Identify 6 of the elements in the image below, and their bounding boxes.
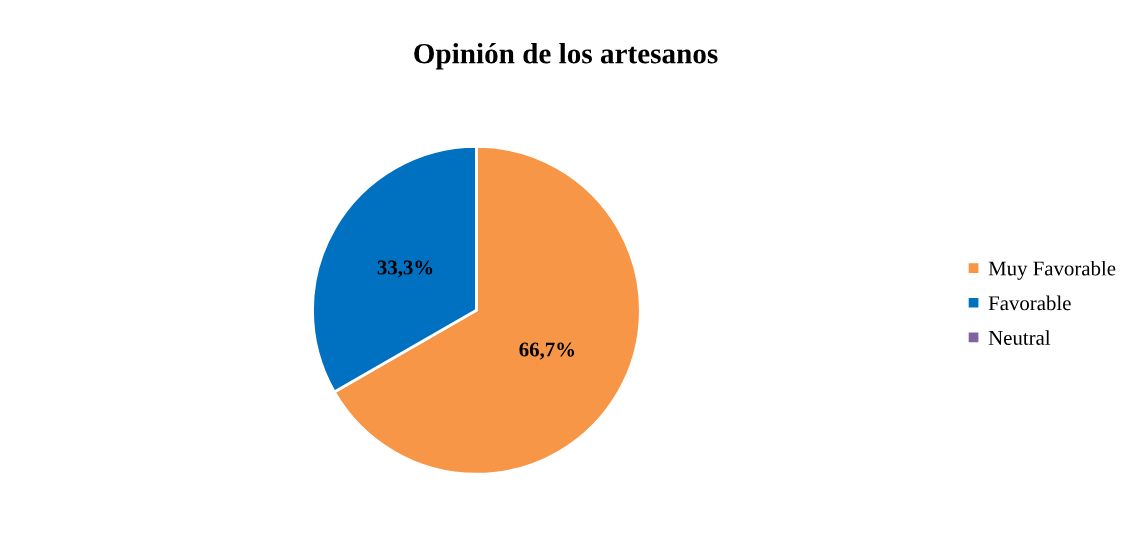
legend-label: Muy Favorable [988,260,1116,280]
chart-title: Opinión de los artesanos [414,42,718,70]
data-label: 66,7% [519,342,575,360]
data-label: 33,3% [377,260,433,278]
legend-label: Neutral [988,330,1051,345]
legend-label: Favorable [988,295,1071,311]
